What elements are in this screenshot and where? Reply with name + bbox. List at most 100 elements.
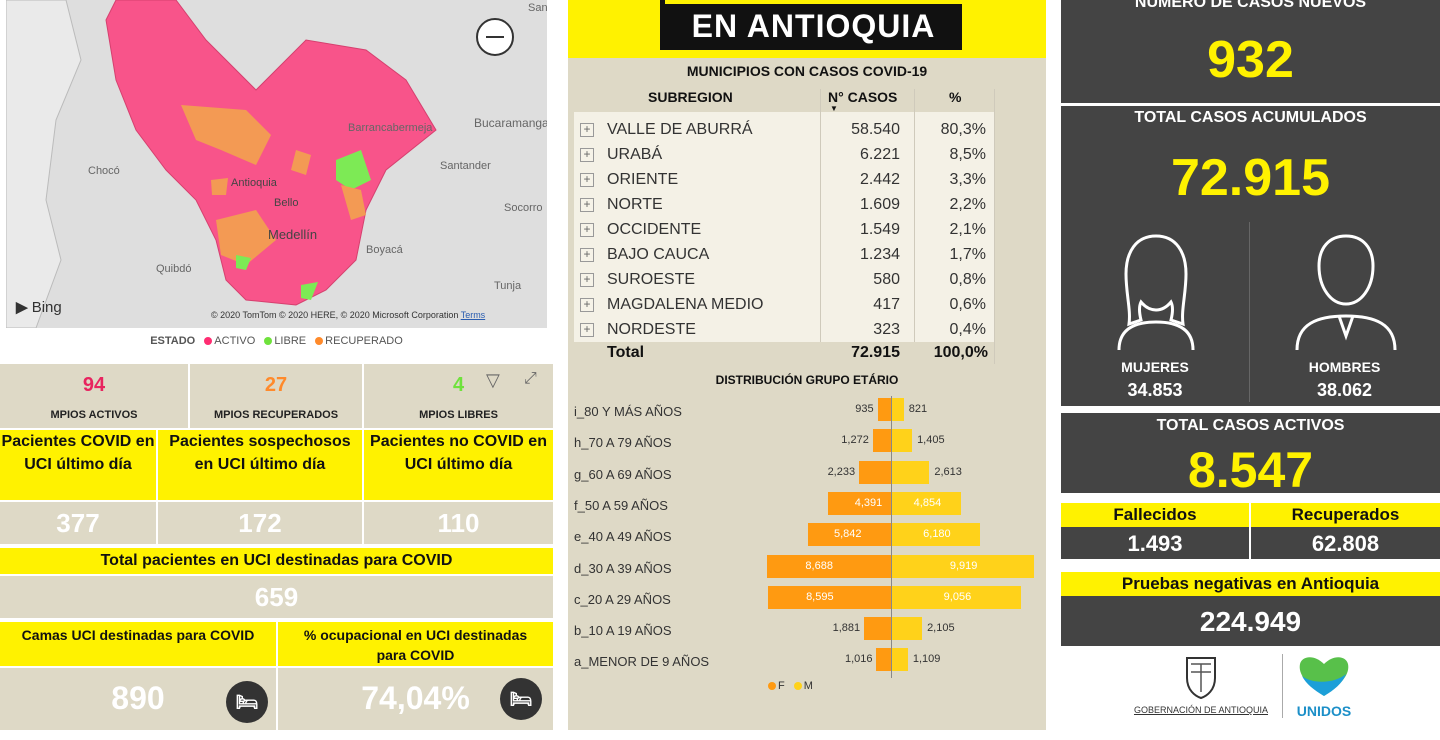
total-cases-value: 72.915 [1170, 149, 1331, 207]
legend-free-label: LIBRE [274, 335, 307, 347]
col-divider-2 [914, 89, 915, 364]
bar-male[interactable] [892, 554, 1034, 578]
uci-suspected-value: 172 [158, 502, 362, 544]
row-cases: 580 [873, 271, 900, 288]
map-canvas[interactable] [6, 0, 547, 328]
row-cases: 323 [873, 321, 900, 338]
bar-female[interactable] [864, 617, 891, 641]
recovered-value: 62.808 [1311, 531, 1380, 556]
expand-row-icon[interactable]: + [580, 173, 594, 187]
map-label-socorro: Socorro [504, 202, 543, 214]
bar-female[interactable] [768, 585, 891, 609]
bar-female[interactable] [766, 554, 891, 578]
bed-icon: 🛏 [226, 681, 268, 723]
expand-row-icon[interactable]: + [580, 123, 594, 137]
map[interactable]: Chocó Quibdó Antioquia Bello Medellín Ba… [6, 0, 547, 328]
map-label-boyaca: Boyacá [366, 244, 403, 256]
expand-row-icon[interactable]: + [580, 148, 594, 162]
active-cases-card: TOTAL CASOS ACTIVOS 8.547 [1061, 413, 1440, 498]
expand-row-icon[interactable]: + [580, 198, 594, 212]
new-cases-title: NÚMERO DE CASOS NUEVOS [1134, 0, 1367, 11]
bar-female-label: 8,595 [806, 590, 834, 603]
kpi-free-value: 4 [452, 374, 465, 396]
expand-row-icon[interactable]: + [580, 273, 594, 287]
col-casos[interactable]: N° CASOS [828, 89, 898, 105]
occupancy-value: 74,04% [361, 680, 470, 716]
header-title: EN ANTIOQUIA [691, 8, 936, 44]
row-name: OCCIDENTE [607, 221, 702, 238]
uci-noncovid-label: Pacientes no COVID en UCI último día [364, 430, 553, 500]
table-row[interactable]: + ORIENTE 2.442 3,3% [574, 167, 994, 192]
woman-icon [1117, 234, 1195, 350]
table-row[interactable]: + OCCIDENTE 1.549 2,1% [574, 217, 994, 242]
expand-row-icon[interactable]: + [580, 323, 594, 337]
bing-logo: ▶ Bing [16, 298, 62, 316]
deaths-value: 1.493 [1127, 531, 1183, 556]
table-row[interactable]: + URABÁ 6.221 8,5% [574, 142, 994, 167]
bar-male-label: 9,056 [943, 590, 972, 603]
bar-male[interactable] [892, 648, 908, 672]
uci-suspected-label: Pacientes sospechosos en UCI último día [158, 430, 362, 500]
bar-female[interactable] [877, 398, 891, 421]
header-top-strip [665, 0, 962, 4]
table-row[interactable]: + BAJO CAUCA 1.234 1,7% [574, 242, 994, 267]
legend-recovered-label: RECUPERADO [325, 335, 403, 347]
bar-male[interactable] [892, 523, 981, 547]
bar-male[interactable] [892, 585, 1022, 609]
bar-female[interactable] [876, 648, 891, 672]
expand-icon[interactable]: ⤢ [524, 370, 537, 387]
bar-female[interactable] [872, 429, 891, 453]
bar-male[interactable] [892, 460, 930, 484]
bar-female[interactable] [807, 523, 891, 547]
unidos-logo: UNIDOS [1289, 654, 1359, 720]
total-label: Total [607, 344, 645, 361]
occupancy-label: % ocupacional en UCI destinadas para COV… [278, 622, 553, 666]
row-cases: 2.442 [859, 171, 900, 188]
negative-tests-label: Pruebas negativas en Antioquia [1061, 572, 1440, 596]
col-subregion[interactable]: SUBREGION [648, 89, 733, 105]
bar-female-label: 935 [855, 403, 874, 415]
right-panel: NÚMERO DE CASOS NUEVOS 932 TOTAL CASOS A… [1061, 0, 1440, 740]
map-label-antioquia: Antioquia [231, 177, 277, 189]
map-label-medellin: Medellín [268, 227, 318, 242]
col-pct[interactable]: % [949, 89, 962, 105]
terms-link[interactable]: Terms [460, 310, 486, 320]
total-pct: 100,0% [933, 344, 988, 361]
filter-icon[interactable]: ▽ [486, 370, 500, 390]
col-divider-3 [994, 89, 995, 364]
row-name: ORIENTE [607, 171, 679, 188]
expand-row-icon[interactable]: + [580, 298, 594, 312]
bar-female[interactable] [859, 460, 891, 484]
bar-female-label: 1,881 [832, 622, 861, 635]
table-row[interactable]: + NORDESTE 323 0,4% [574, 317, 994, 342]
table-row[interactable]: + SUROESTE 580 0,8% [574, 267, 994, 292]
municipios-table-title: MUNICIPIOS CON CASOS COVID-19 [686, 63, 928, 79]
bar-female[interactable] [828, 491, 891, 515]
legend-recovered-dot [315, 337, 324, 346]
legend-active-dot [204, 337, 213, 346]
expand-row-icon[interactable]: + [580, 223, 594, 237]
unidos-text: UNIDOS [1296, 703, 1352, 719]
bar-male[interactable] [892, 429, 913, 453]
expand-row-icon[interactable]: + [580, 248, 594, 262]
deaths-label: Fallecidos [1061, 503, 1249, 527]
table-row[interactable]: + NORTE 1.609 2,2% [574, 192, 994, 217]
sort-desc-icon[interactable]: ▼ [830, 104, 838, 113]
header-banner: EN ANTIOQUIA [568, 0, 1046, 58]
occupancy-panel: 74,04% 🛏 [278, 668, 553, 730]
table-row[interactable]: + MAGDALENA MEDIO 417 0,6% [574, 292, 994, 317]
bar-female-label: 1,272 [841, 434, 869, 447]
map-label-barrancabermeja: Barrancabermeja [348, 122, 433, 134]
recovered-card: 62.808 [1251, 527, 1440, 559]
row-pct: 8,5% [949, 146, 986, 163]
table-row[interactable]: + VALLE DE ABURRÁ 58.540 80,3% [574, 117, 994, 142]
bing-icon: ▶ [16, 299, 28, 316]
age-category-label: e_40 A 49 AÑOS [574, 529, 672, 545]
women-label: MUJERES [1121, 359, 1189, 375]
zoom-out-button[interactable] [476, 18, 514, 56]
bar-male[interactable] [892, 398, 904, 421]
new-cases-card: NÚMERO DE CASOS NUEVOS 932 [1061, 0, 1440, 103]
bar-male[interactable] [892, 491, 962, 515]
copyright-text: © 2020 TomTom © 2020 HERE, © 2020 Micros… [211, 310, 459, 320]
bar-male[interactable] [892, 617, 923, 641]
